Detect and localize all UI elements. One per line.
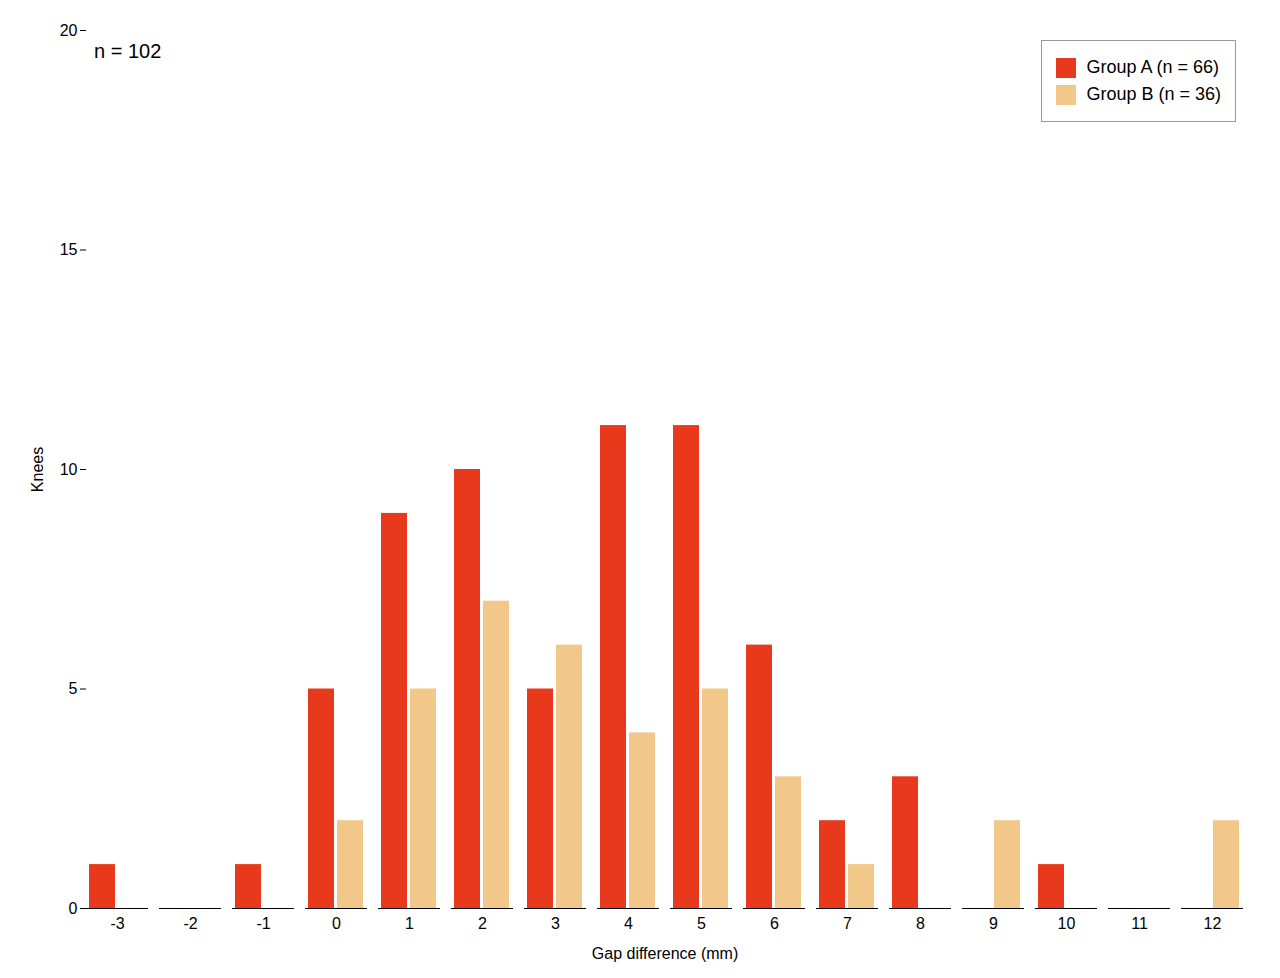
svg-text:0: 0 xyxy=(332,915,341,932)
svg-text:20: 20 xyxy=(60,22,78,39)
html-text:n = 102: n = 102 xyxy=(94,40,162,62)
svg-text:7: 7 xyxy=(843,915,852,932)
svg-text:5: 5 xyxy=(69,680,78,697)
svg-text:10: 10 xyxy=(60,461,78,478)
svg-text:11: 11 xyxy=(1131,915,1148,932)
svg-text:10: 10 xyxy=(1058,915,1076,932)
svg-text:6: 6 xyxy=(770,915,779,932)
svg-text:5: 5 xyxy=(697,915,706,932)
svg-text:12: 12 xyxy=(1204,915,1222,932)
svg-text:-3: -3 xyxy=(110,915,124,932)
svg-text:15: 15 xyxy=(60,241,78,258)
html-text:Group B (n = 36): Group B (n = 36) xyxy=(1086,84,1221,104)
svg-text:Knees: Knees xyxy=(29,447,46,492)
svg-text:Gap difference (mm): Gap difference (mm) xyxy=(592,945,738,962)
svg-text:2: 2 xyxy=(478,915,487,932)
svg-text:4: 4 xyxy=(624,915,633,932)
svg-text:-1: -1 xyxy=(256,915,270,932)
svg-text:-2: -2 xyxy=(183,915,197,932)
html-text:Group A (n = 66): Group A (n = 66) xyxy=(1086,57,1219,77)
svg-text:3: 3 xyxy=(551,915,560,932)
svg-text:8: 8 xyxy=(916,915,925,932)
svg-text:0: 0 xyxy=(69,900,78,917)
svg-text:1: 1 xyxy=(405,915,414,932)
svg-text:9: 9 xyxy=(989,915,998,932)
